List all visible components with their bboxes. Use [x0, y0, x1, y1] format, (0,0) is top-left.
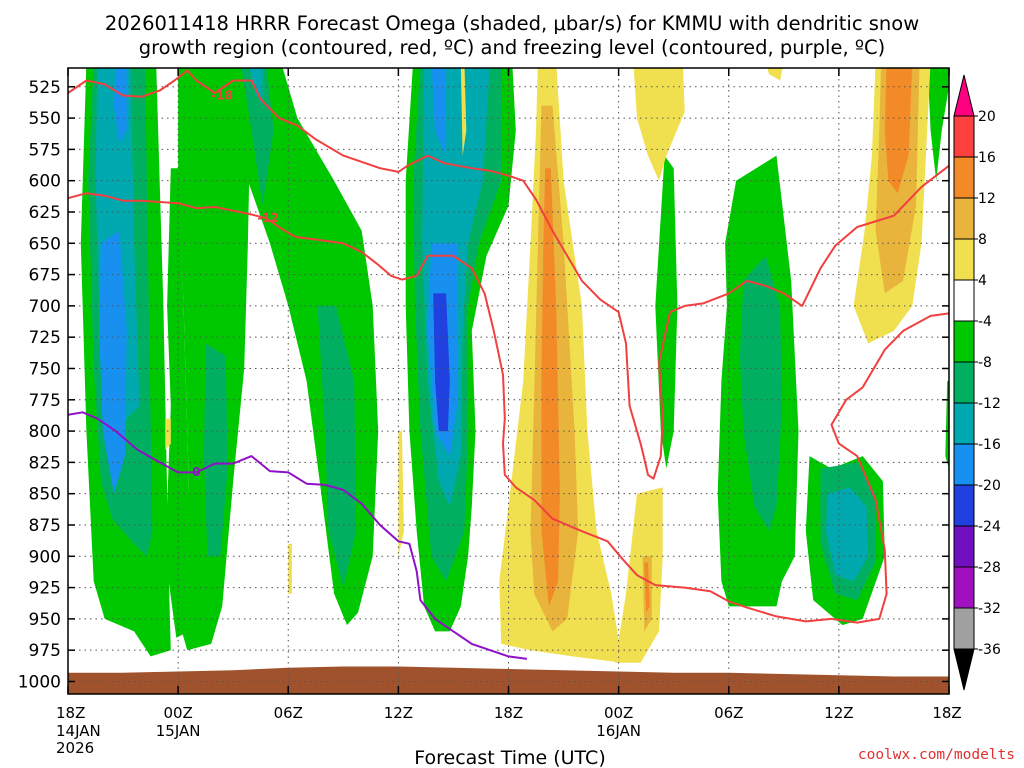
- colorbar-label-7: -12: [978, 396, 1001, 412]
- y-tick-label-625: 625: [29, 203, 61, 223]
- x-tick-label-36-0: 06Z: [714, 704, 743, 722]
- colorbar-label-13: -36: [978, 642, 1001, 658]
- colorbar-label-12: -32: [978, 601, 1001, 617]
- y-axis-pressure: 525 550 575 600 625 650 675 700 725 750 775 800 825 8…: [18, 78, 949, 692]
- colorbar-label-4: 4: [978, 273, 987, 289]
- chart-title-line1: 2026011418 HRRR Forecast Omega (shaded, …: [105, 12, 919, 35]
- colorbar: 20 16 12 8 4 -4 -8 -12 -16 -20 -24 -28 -32 -36: [953, 74, 1001, 691]
- y-tick-label-800: 800: [29, 422, 61, 442]
- colorbar-swatch-1: [953, 115, 975, 158]
- omega-area--8-4: [203, 343, 228, 557]
- y-tick-label-950: 950: [29, 610, 61, 630]
- colorbar-swatch-11: [953, 525, 975, 568]
- x-tick-label-24-0: 18Z: [494, 704, 523, 722]
- y-tick-label-550: 550: [29, 109, 61, 129]
- colorbar-swatch-9: [953, 443, 975, 486]
- omega-area-12-2: [644, 562, 650, 613]
- y-tick-label-850: 850: [29, 485, 61, 505]
- omega-area--20-0: [433, 293, 450, 432]
- y-tick-label-750: 750: [29, 359, 61, 379]
- x-tick-label-6-0: 00Z: [163, 704, 192, 722]
- omega-area--8-1: [241, 68, 274, 206]
- dgz-contour--12: [68, 192, 949, 624]
- y-tick-label-825: 825: [29, 453, 61, 473]
- colorbar-label-2: 12: [978, 191, 996, 207]
- omega-area--8-2: [317, 305, 357, 588]
- x-tick-label-18-0: 12Z: [384, 704, 413, 722]
- y-tick-label-675: 675: [29, 266, 61, 286]
- y-tick-label-925: 925: [29, 579, 61, 599]
- y-tick-label-575: 575: [29, 140, 61, 160]
- y-tick-label-700: 700: [29, 297, 61, 317]
- colorbar-swatch-5: [953, 279, 975, 322]
- x-tick-label-0-0: 18Z: [56, 704, 85, 722]
- y-tick-label-725: 725: [29, 328, 61, 348]
- y-tick-label-900: 900: [29, 547, 61, 567]
- colorbar-swatch-13: [953, 607, 975, 650]
- x-axis-label: Forecast Time (UTC): [414, 747, 605, 768]
- omega-area--16-0: [99, 230, 127, 494]
- omega-area-12-0: [541, 168, 560, 607]
- colorbar-swatch-0: [953, 74, 975, 117]
- omega-area-4-4: [460, 68, 467, 156]
- y-tick-label-1000: 1000: [18, 672, 61, 692]
- colorbar-swatch-3: [953, 197, 975, 240]
- colorbar-swatch-14: [953, 648, 975, 691]
- omega-area-4-6: [165, 418, 171, 450]
- colorbar-label-3: 8: [978, 232, 987, 248]
- omega-area-4-5: [398, 431, 404, 557]
- y-tick-label-775: 775: [29, 391, 61, 411]
- x-tick-label-0-2: 2026: [56, 739, 94, 757]
- dgz-contour--18: [68, 69, 949, 480]
- colorbar-label-8: -16: [978, 437, 1001, 453]
- colorbar-label-9: -20: [978, 478, 1001, 494]
- colorbar-swatch-4: [953, 238, 975, 281]
- y-tick-label-600: 600: [29, 172, 61, 192]
- x-tick-label-12-0: 06Z: [274, 704, 303, 722]
- chart-title-line2: growth region (contoured, red, ºC) and f…: [139, 36, 886, 59]
- colorbar-swatch-2: [953, 156, 975, 199]
- colorbar-swatch-12: [953, 566, 975, 609]
- omega-area--12-3: [826, 487, 869, 582]
- colorbar-label-0: 20: [978, 109, 996, 125]
- x-tick-label-6-1: 15JAN: [156, 722, 201, 740]
- omega-area--4-8: [927, 68, 949, 181]
- colorbar-swatch-10: [953, 484, 975, 527]
- omega-area--4-9: [945, 381, 949, 469]
- colorbar-label-10: -24: [978, 519, 1001, 535]
- grid-layer: [68, 68, 949, 694]
- contour-layer: -18 -12 0: [68, 69, 949, 660]
- x-tick-label-30-0: 00Z: [604, 704, 633, 722]
- colorbar-swatch-6: [953, 320, 975, 363]
- dgz-contour-label-0: -18: [211, 89, 233, 103]
- colorbar-swatch-7: [953, 361, 975, 404]
- y-tick-label-650: 650: [29, 234, 61, 254]
- freezing-level-label: 0: [192, 465, 200, 479]
- omega-area-12-1: [884, 68, 913, 194]
- y-tick-label-975: 975: [29, 641, 61, 661]
- colorbar-label-1: 16: [978, 150, 996, 166]
- dgz-contour-label-1: -12: [257, 211, 279, 225]
- omega-area--4-2: [165, 168, 190, 638]
- colorbar-label-6: -8: [978, 355, 992, 371]
- watermark-link[interactable]: coolwx.com/modelts: [858, 747, 1015, 763]
- colorbar-swatch-8: [953, 402, 975, 445]
- colorbar-label-5: -4: [978, 314, 992, 330]
- y-tick-label-875: 875: [29, 516, 61, 536]
- x-tick-label-42-0: 12Z: [824, 704, 853, 722]
- omega-area-4-7: [288, 543, 292, 594]
- colorbar-label-11: -28: [978, 560, 1001, 576]
- x-tick-label-0-1: 14JAN: [56, 722, 101, 740]
- x-tick-label-48-0: 18Z: [932, 704, 961, 722]
- y-tick-label-525: 525: [29, 78, 61, 98]
- omega-area--16-1: [431, 68, 447, 156]
- omega-area-4-8: [767, 68, 783, 81]
- omega-area-4-3: [633, 68, 685, 181]
- freezing-level-contour: [68, 411, 528, 660]
- x-tick-label-30-1: 16JAN: [596, 722, 641, 740]
